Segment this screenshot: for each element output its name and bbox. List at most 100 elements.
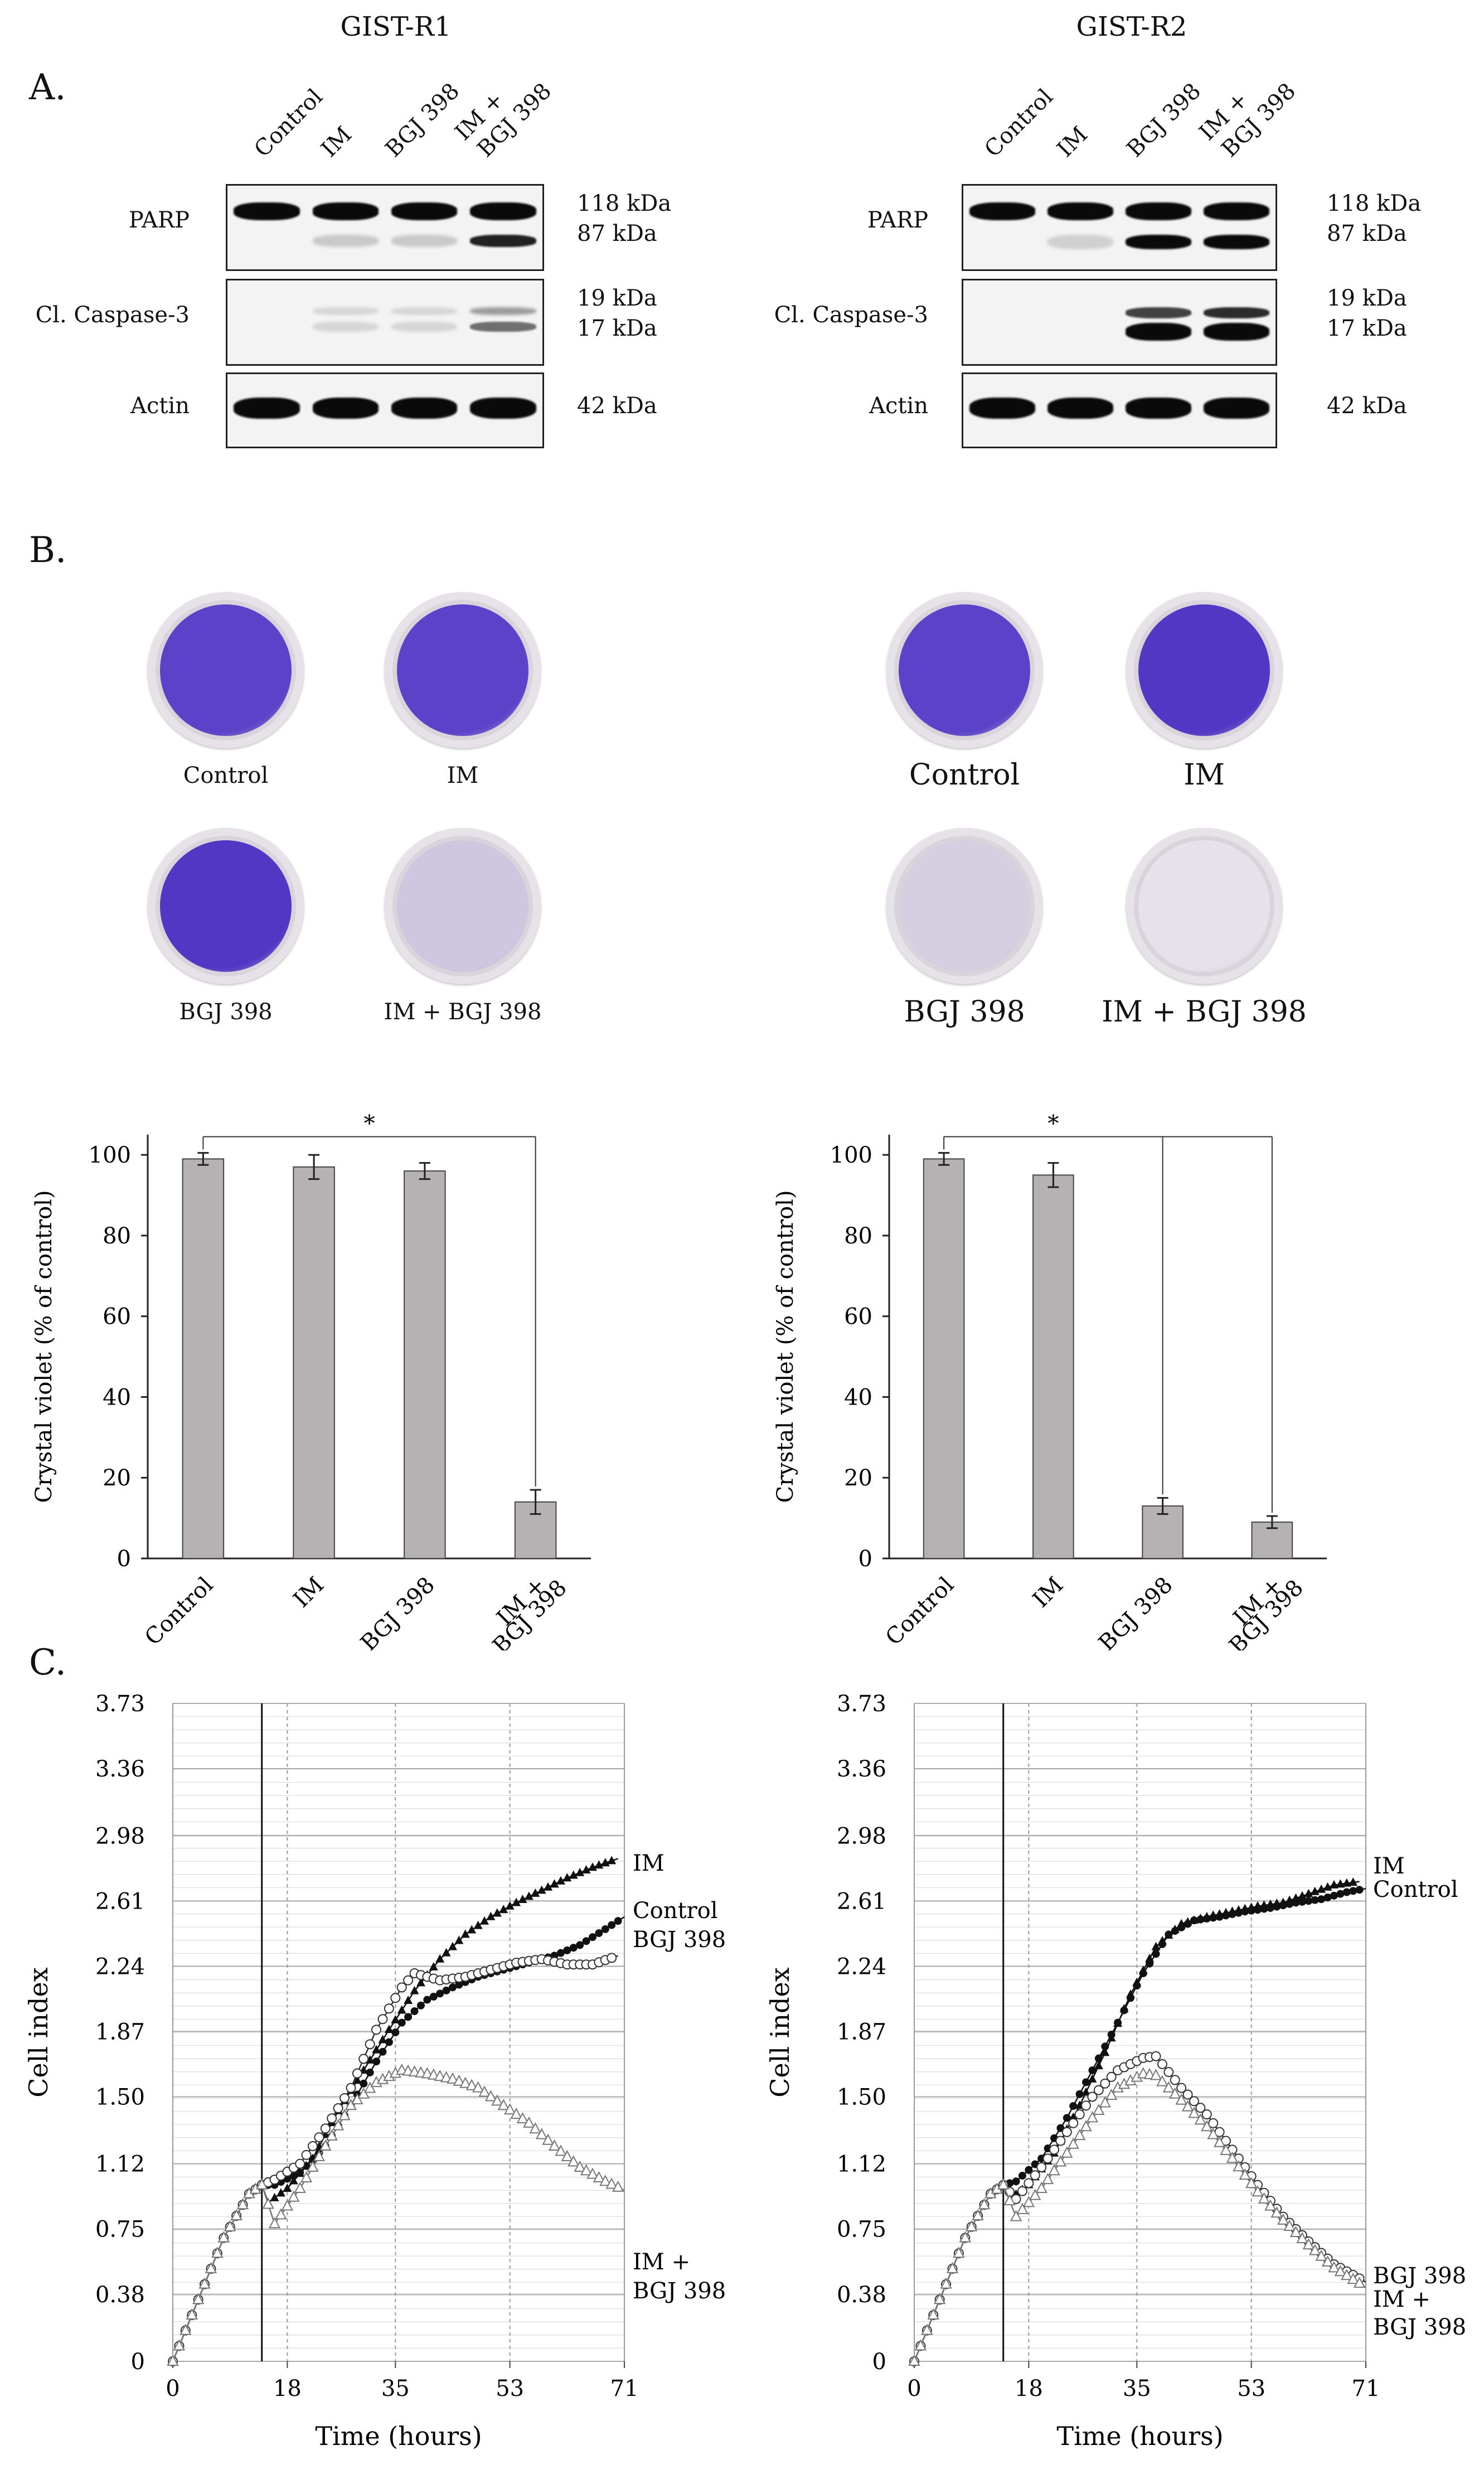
marker-im	[473, 1920, 483, 1929]
marker-im-bgj398	[453, 2074, 465, 2086]
marker-bgj398	[1100, 2078, 1110, 2089]
marker-im	[283, 2183, 292, 2192]
marker-im-bgj398	[1086, 2111, 1099, 2123]
marker-control	[1069, 2102, 1078, 2110]
marker-im-bgj398	[484, 2090, 497, 2102]
y-tick-label: 1.87	[837, 2019, 886, 2045]
lane-label-control: Control	[249, 84, 328, 162]
blot-band	[969, 202, 1035, 220]
marker-im-bgj398	[173, 2339, 186, 2351]
marker-im	[518, 1894, 527, 1903]
y-tick-label: 2.61	[837, 1889, 886, 1914]
marker-control	[1254, 1906, 1262, 1914]
marker-im-bgj398	[503, 2103, 516, 2115]
marker-im-bgj398	[478, 2085, 491, 2097]
marker-control	[1196, 1915, 1205, 1924]
marker-im-bgj398	[529, 2122, 541, 2134]
culture-dish	[1126, 828, 1282, 984]
marker-im-bgj398	[1169, 2087, 1181, 2099]
marker-im	[1151, 1941, 1161, 1950]
marker-im-bgj398	[300, 2171, 313, 2182]
bar-bgj-398	[404, 1170, 446, 1559]
column-title-gist-r2: GIST-R2	[1076, 11, 1187, 42]
marker-control	[448, 1983, 457, 1992]
y-tick-label: 60	[103, 1304, 131, 1330]
marker-im-bgj398	[1264, 2199, 1277, 2211]
marker-control	[1317, 1895, 1326, 1904]
marker-im-bgj398	[167, 2354, 179, 2366]
marker-im-bgj398	[1080, 2120, 1092, 2132]
y-tick-label: 3.36	[95, 1756, 145, 1782]
blot-band	[470, 202, 536, 220]
blot-caspase3-r2	[962, 279, 1277, 366]
y-tick-label: 1.12	[837, 2152, 886, 2177]
marker-im	[448, 1941, 457, 1950]
marker-im	[562, 1873, 572, 1882]
marker-im-bgj398	[1003, 2194, 1016, 2206]
marker-im	[276, 2188, 285, 2197]
y-tick-label: 2.98	[837, 1823, 886, 1849]
marker-im-bgj398	[211, 2246, 224, 2258]
marker-control	[379, 2047, 387, 2056]
marker-im	[289, 2176, 298, 2185]
marker-control	[1107, 2030, 1116, 2039]
blot-band	[470, 322, 536, 332]
marker-im-bgj398	[908, 2354, 920, 2366]
marker-im-bgj398	[1252, 2185, 1264, 2197]
marker-bgj398	[384, 2003, 394, 2014]
blot-band	[1204, 323, 1269, 341]
marker-control	[1190, 1916, 1198, 1925]
marker-im-bgj398	[275, 2208, 287, 2220]
marker-im-bgj398	[230, 2209, 243, 2221]
legend-label: Control	[633, 1898, 718, 1924]
marker-im-bgj398	[568, 2155, 580, 2167]
marker-bgj398	[314, 2132, 324, 2143]
marker-bgj398	[327, 2113, 337, 2124]
marker-im	[1349, 1877, 1358, 1886]
marker-control	[1241, 1907, 1249, 1916]
dish-stain	[899, 840, 1030, 972]
category-label: BGJ 398	[356, 1572, 440, 1650]
marker-bgj398	[1061, 2127, 1072, 2137]
marker-im	[492, 1908, 502, 1917]
blot-band	[1126, 235, 1191, 249]
y-tick-label: 80	[103, 1223, 131, 1249]
marker-bgj398	[396, 1982, 407, 1993]
y-tick-label: 100	[830, 1142, 872, 1168]
marker-im-bgj398	[927, 2308, 939, 2320]
y-tick-label: 1.12	[95, 2152, 145, 2177]
kda-118: 118 kDa	[1327, 191, 1422, 216]
marker-im-bgj398	[1289, 2225, 1302, 2238]
marker-im-bgj398	[440, 2071, 453, 2083]
marker-bgj398	[1176, 2083, 1187, 2093]
marker-control	[1222, 1911, 1230, 1920]
row-label-caspase3: Cl. Caspase-3	[35, 302, 190, 328]
marker-bgj398	[1055, 2136, 1066, 2146]
marker-im	[384, 2025, 394, 2033]
marker-im	[1297, 1891, 1307, 1900]
marker-im-bgj398	[1194, 2113, 1207, 2125]
marker-control	[1336, 1890, 1345, 1898]
marker-im-bgj398	[186, 2308, 198, 2320]
marker-im	[569, 1870, 578, 1879]
marker-im-bgj398	[459, 2076, 472, 2088]
marker-control	[1266, 1904, 1274, 1912]
marker-im	[378, 2035, 387, 2044]
marker-control	[1082, 2078, 1090, 2086]
y-tick-label: 2.98	[95, 1823, 145, 1849]
marker-im-bgj398	[357, 2087, 370, 2099]
blot-band	[1204, 307, 1269, 318]
marker-im-bgj398	[536, 2128, 548, 2139]
kda-17: 17 kDa	[577, 316, 657, 341]
x-tick-label: 0	[907, 2376, 921, 2401]
bar-im	[1032, 1174, 1074, 1559]
marker-control	[1292, 1899, 1300, 1907]
marker-control	[1012, 2177, 1020, 2186]
marker-control	[429, 1992, 438, 2001]
marker-im-bgj398	[434, 2069, 446, 2081]
culture-dish	[148, 828, 304, 984]
marker-im-bgj398	[281, 2199, 294, 2211]
marker-im	[467, 1925, 477, 1934]
marker-control	[1184, 1920, 1192, 1928]
marker-im-bgj398	[959, 2231, 971, 2243]
